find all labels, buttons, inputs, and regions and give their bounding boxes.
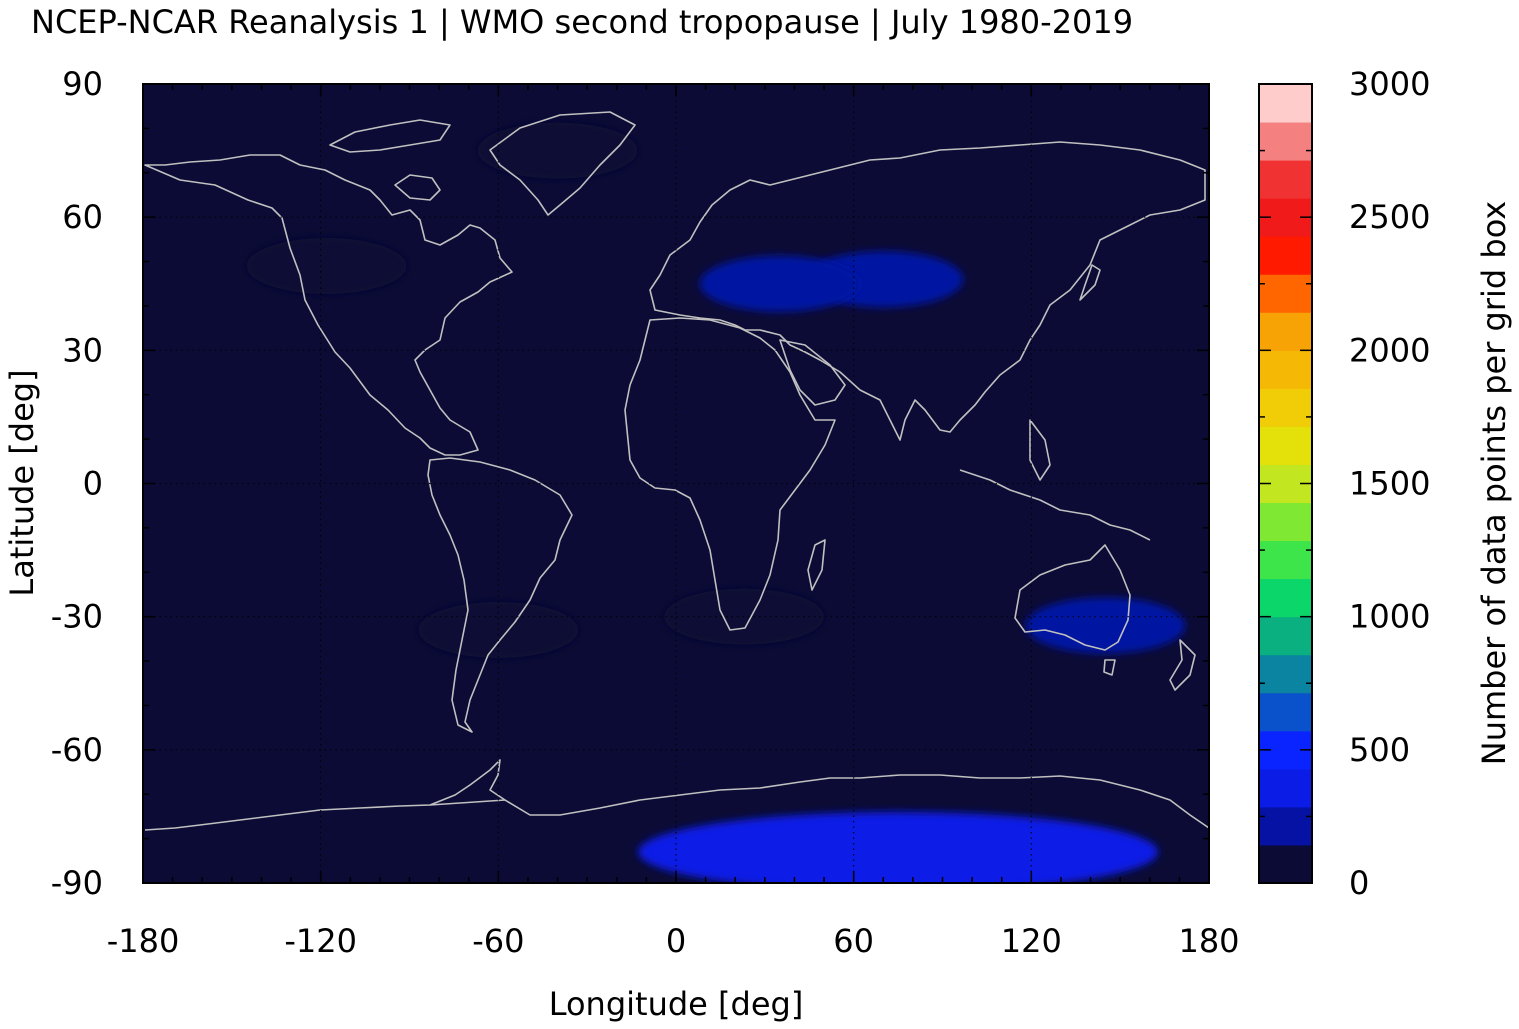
colorbar-swatch (1259, 806, 1312, 846)
colorbar-tick-label: 2500 (1349, 198, 1430, 236)
colorbar-tick-label: 2000 (1349, 331, 1430, 369)
colorbar-tick-label: 1500 (1349, 465, 1430, 503)
density-cell-0 (638, 811, 1159, 883)
colorbar-swatch (1259, 350, 1312, 389)
density-level (638, 811, 1159, 883)
colorbar-tick-label: 1000 (1349, 598, 1430, 636)
x-tick-label: -180 (107, 922, 180, 960)
colorbar (1259, 84, 1312, 884)
density-cell-5 (664, 588, 825, 645)
colorbar-tick-labels: 3000 2500 2000 1500 1000 500 0 (1349, 65, 1430, 902)
colorbar-tick-label: 500 (1349, 731, 1410, 769)
colorbar-tick-label: 0 (1349, 864, 1369, 902)
colorbar-swatch (1259, 122, 1312, 161)
colorbar-swatch (1259, 578, 1312, 618)
density-level (699, 255, 860, 312)
colorbar-swatch (1259, 84, 1312, 123)
density-level (246, 237, 407, 294)
density-level (477, 122, 638, 179)
x-tick-label: 0 (666, 922, 686, 960)
density-level (1025, 597, 1186, 654)
axis-ticks (142, 83, 1210, 884)
colorbar-swatch (1259, 844, 1312, 884)
density-cell-3 (1025, 597, 1186, 654)
grid-lines (143, 84, 1209, 883)
y-tick-label: -30 (51, 598, 103, 636)
density-cell-7 (477, 122, 638, 179)
y-tick-label: 0 (83, 465, 103, 503)
x-axis-label: Longitude [deg] (549, 985, 804, 1023)
y-tick-label: -60 (51, 731, 103, 769)
y-tick-label: 60 (62, 198, 103, 236)
x-tick-label: 180 (1178, 922, 1239, 960)
y-tick-labels: 90 60 30 0 -30 -60 -90 (51, 65, 103, 902)
colorbar-swatch (1259, 692, 1312, 732)
density-cell-2 (699, 255, 860, 312)
x-tick-label: 120 (1001, 922, 1062, 960)
colorbar-swatch (1259, 654, 1312, 694)
colorbar-swatch (1259, 160, 1312, 199)
x-tick-label: -120 (284, 922, 357, 960)
colorbar-swatch (1259, 426, 1312, 465)
colorbar-swatch (1259, 312, 1312, 351)
y-tick-label: 30 (62, 331, 103, 369)
colorbar-label: Number of data points per grid box (1475, 201, 1513, 765)
density-level (664, 588, 825, 645)
y-tick-label: -90 (51, 864, 103, 902)
y-tick-label: 90 (62, 65, 103, 103)
colorbar-swatch (1259, 768, 1312, 808)
y-axis-label: Latitude [deg] (3, 369, 41, 596)
chart-title: NCEP-NCAR Reanalysis 1 | WMO second trop… (31, 3, 1133, 41)
colorbar-swatch (1259, 616, 1312, 656)
colorbar-swatch (1259, 274, 1312, 313)
colorbar-swatch (1259, 236, 1312, 275)
density-cell-4 (246, 237, 407, 294)
x-tick-labels: -180 -120 -60 0 60 120 180 (107, 922, 1240, 960)
density-cell-1 (803, 251, 964, 308)
colorbar-ticks (1259, 83, 1312, 884)
colorbar-swatch (1259, 540, 1312, 580)
colorbar-tick-label: 3000 (1349, 65, 1430, 103)
colorbar-swatch (1259, 388, 1312, 427)
colorbar-swatch (1259, 502, 1312, 542)
coastlines (144, 111, 1209, 831)
x-tick-label: -60 (472, 922, 524, 960)
x-tick-label: 60 (833, 922, 874, 960)
